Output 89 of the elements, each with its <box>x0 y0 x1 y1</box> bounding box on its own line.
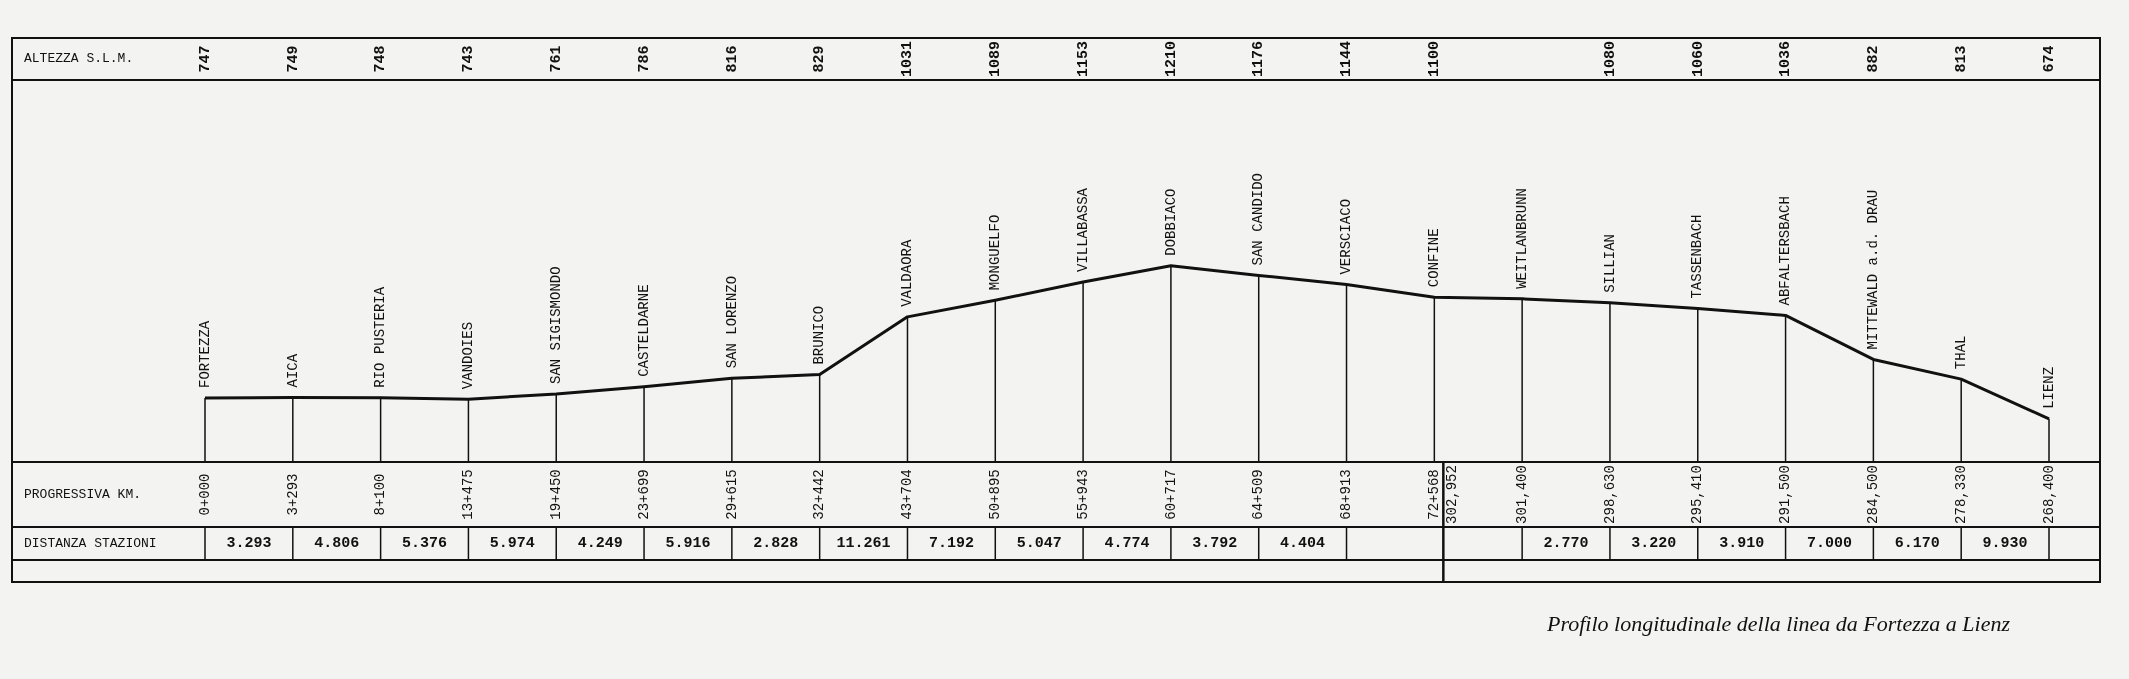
text: 7.000 <box>1806 535 1852 553</box>
x-tick-label: 60+717 <box>1162 469 1179 520</box>
data-label: 761 <box>548 45 566 73</box>
data-label: 747 <box>196 45 214 73</box>
text: 11.261 <box>836 535 891 553</box>
annotation: TASSENBACH <box>1689 214 1706 299</box>
x-tick-label: 284,500 <box>1865 465 1882 524</box>
x-tick-label: 55+943 <box>1074 469 1091 520</box>
data-label: 829 <box>811 45 829 73</box>
annotation: FORTEZZA <box>196 320 213 388</box>
annotation: LIENZ <box>2040 366 2057 409</box>
x-tick-label: 291,500 <box>1777 465 1794 524</box>
x-tick-label: 32+442 <box>811 469 828 520</box>
x-tick-label: 8+100 <box>372 473 389 516</box>
text: 3.220 <box>1631 535 1677 553</box>
data-label: 1210 <box>1162 40 1180 78</box>
data-label: 1060 <box>1689 40 1707 78</box>
text: 4.249 <box>577 535 623 553</box>
annotation: CASTELDARNE <box>635 284 652 377</box>
data-label: 1100 <box>1426 40 1444 78</box>
x-tick-label: 3+293 <box>284 473 301 516</box>
data-label: 1031 <box>899 40 917 78</box>
data-label: 1144 <box>1338 40 1356 78</box>
x-tick-label: 50+895 <box>986 469 1003 520</box>
text: 2.770 <box>1543 535 1589 553</box>
x-tick-label: 23+699 <box>635 469 652 520</box>
text: 3.792 <box>1192 535 1238 553</box>
text: Profilo longitudinale della linea da Fortezza a Lienz <box>1546 610 2011 636</box>
annotation: ABFALTERSBACH <box>1777 196 1794 306</box>
text: 5.974 <box>489 535 535 553</box>
data-label: 882 <box>1865 45 1883 73</box>
annotation: MONGUELFO <box>986 214 1003 291</box>
annotation: RIO PUSTERIA <box>372 286 389 388</box>
text: 4.404 <box>1280 535 1326 553</box>
data-label: 813 <box>1952 45 1970 73</box>
text: 4.774 <box>1104 535 1150 553</box>
data-label: 1176 <box>1250 40 1268 78</box>
text: 6.170 <box>1894 535 1940 553</box>
annotation: VANDOIES <box>460 321 477 390</box>
data-label: 786 <box>635 45 653 73</box>
annotation: SAN SIGISMONDO <box>547 266 564 384</box>
text: 3.293 <box>226 535 272 553</box>
annotation: VERSCIACO <box>1338 198 1355 275</box>
text: 4.806 <box>314 535 360 553</box>
annotation: THAL <box>1952 335 1969 370</box>
annotation: SAN LORENZO <box>723 275 740 369</box>
annotation: CONFINE <box>1426 228 1443 288</box>
data-label: 1153 <box>1074 40 1092 78</box>
data-label: 1080 <box>1601 40 1619 78</box>
text: 2.828 <box>753 535 799 553</box>
data-label: 816 <box>723 45 741 73</box>
text: ALTEZZA S.L.M. <box>24 51 134 67</box>
annotation: AICA <box>284 353 301 388</box>
x-tick-label: 0+000 <box>196 473 213 516</box>
data-label: 748 <box>372 45 390 73</box>
x-tick-label: 301,400 <box>1513 465 1530 524</box>
annotation: DOBBIACO <box>1162 188 1179 256</box>
x-tick-label: 29+615 <box>723 469 740 520</box>
text: 5.916 <box>665 535 711 553</box>
x-tick-label: 295,410 <box>1689 465 1706 524</box>
x-tick-label: 278,330 <box>1952 465 1969 524</box>
text: 5.376 <box>402 535 448 553</box>
annotation: VALDAORA <box>899 239 916 307</box>
text: 5.047 <box>1016 535 1062 553</box>
data-label: 1089 <box>987 40 1005 78</box>
data-label: 749 <box>284 45 302 73</box>
x-tick-label: 43+704 <box>899 469 916 520</box>
annotation: SAN CANDIDO <box>1250 173 1267 266</box>
text: PROGRESSIVA KM. <box>24 486 142 502</box>
text: 7.192 <box>928 535 974 553</box>
text: 3.910 <box>1719 535 1765 553</box>
x-tick-label: 13+475 <box>460 469 477 520</box>
annotation: BRUNICO <box>811 305 828 365</box>
text: 302,952 <box>1444 465 1461 524</box>
data-label: 674 <box>2040 45 2058 73</box>
text: 9.930 <box>1982 535 2028 553</box>
annotation: WEITLANBRUNN <box>1513 188 1530 289</box>
x-tick-label: 298,630 <box>1601 465 1618 524</box>
annotation: MITTEWALD a.d. DRAU <box>1865 189 1882 350</box>
annotation: SILLIAN <box>1601 234 1618 293</box>
data-label: 743 <box>460 45 478 73</box>
annotation: VILLABASSA <box>1074 187 1091 272</box>
x-tick-label: 19+450 <box>547 469 564 520</box>
x-tick-label: 68+913 <box>1338 469 1355 520</box>
x-tick-label: 72+568 <box>1426 469 1443 520</box>
data-label: 1036 <box>1777 40 1795 78</box>
text: DISTANZA STAZIONI <box>24 535 157 551</box>
x-tick-label: 268,400 <box>2040 465 2057 524</box>
x-tick-label: 64+509 <box>1250 469 1267 520</box>
